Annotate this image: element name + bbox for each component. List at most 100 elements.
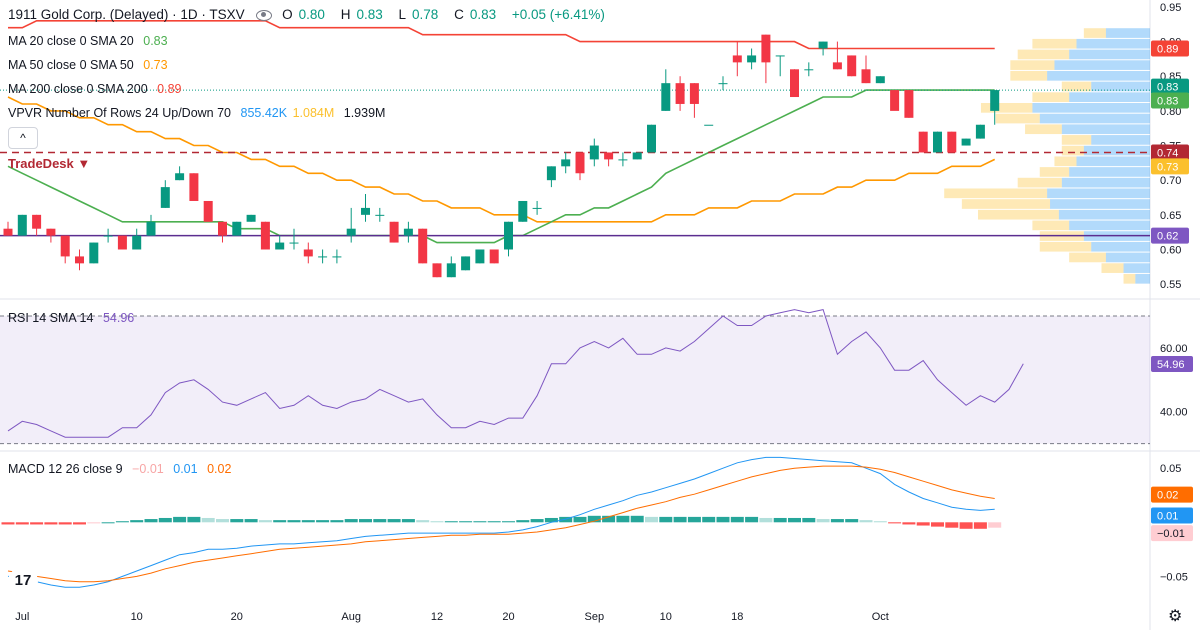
settings-gear-icon[interactable]: ⚙ bbox=[1168, 608, 1183, 625]
vpvr-up-bar bbox=[1076, 156, 1150, 167]
price-axis-tick: 0.80 bbox=[1160, 106, 1181, 118]
vpvr-up-volume: 855.42K bbox=[240, 106, 288, 120]
candle-body bbox=[432, 263, 442, 278]
candle-body bbox=[117, 235, 127, 250]
ma200-label: MA 200 close 0 SMA 200 bbox=[8, 82, 148, 96]
macd-histogram-bar bbox=[888, 522, 902, 524]
macd-histogram-bar bbox=[244, 519, 258, 523]
macd-histogram-bar bbox=[473, 521, 487, 523]
candle-body bbox=[332, 256, 342, 258]
rsi-legend[interactable]: RSI 14 SMA 14 54.96 bbox=[8, 310, 140, 326]
macd-histogram-bar bbox=[759, 517, 773, 523]
tradedesk-label[interactable]: TradeDesk ▼ bbox=[8, 156, 90, 171]
eye-icon[interactable] bbox=[256, 9, 273, 21]
candle-body bbox=[575, 152, 585, 174]
price-axis-badge bbox=[1151, 92, 1189, 109]
macd-legend[interactable]: MACD 12 26 close 9 −0.01 0.01 0.02 bbox=[8, 461, 237, 477]
candle-body bbox=[89, 242, 99, 264]
rsi-value: 54.96 bbox=[102, 311, 135, 325]
ma50-line bbox=[7, 96, 996, 223]
candle-body bbox=[375, 214, 385, 216]
macd-histogram-bar bbox=[44, 522, 58, 525]
ma200-legend[interactable]: MA 200 close 0 SMA 200 0.89 bbox=[8, 81, 188, 97]
macd-histogram-bar bbox=[687, 516, 701, 523]
macd-histogram-bar bbox=[873, 521, 887, 523]
candle-body bbox=[475, 249, 485, 264]
macd-histogram-bar bbox=[830, 519, 844, 523]
macd-histogram-bar bbox=[788, 517, 801, 523]
macd-histogram-bar bbox=[959, 522, 973, 529]
vpvr-up-bar bbox=[1061, 177, 1150, 188]
time-axis-label: 10 bbox=[660, 611, 672, 623]
macd-histogram-bar bbox=[745, 516, 759, 523]
vpvr-up-bar bbox=[1069, 92, 1150, 103]
tradingview-logo-icon[interactable]: 17 bbox=[8, 567, 38, 595]
candle-body bbox=[17, 214, 27, 236]
macd-histogram-bar bbox=[273, 520, 287, 523]
ma20-legend[interactable]: MA 20 close 0 SMA 20 0.83 bbox=[8, 33, 174, 49]
macd-line bbox=[8, 456, 995, 588]
candle-body bbox=[618, 159, 628, 161]
ma50-value: 0.73 bbox=[143, 58, 168, 72]
candle-body bbox=[489, 249, 499, 264]
vpvr-up-bar bbox=[1061, 124, 1150, 135]
macd-histogram-bar bbox=[988, 522, 1002, 528]
candle-body bbox=[403, 228, 413, 236]
price-axis-tick: 0.65 bbox=[1160, 210, 1181, 222]
vpvr-down-bar bbox=[1061, 81, 1092, 92]
time-axis-label: Jul bbox=[15, 611, 29, 623]
macd-histogram-bar bbox=[15, 522, 29, 525]
candle-body bbox=[747, 55, 757, 63]
vpvr-up-bar bbox=[1123, 263, 1150, 273]
candle-body bbox=[361, 207, 370, 215]
vpvr-down-bar bbox=[1083, 28, 1106, 38]
price-axis-badge-label: 0.73 bbox=[1157, 161, 1178, 173]
price-axis-badge bbox=[1151, 144, 1189, 161]
collapse-legend-button[interactable]: ^ bbox=[8, 127, 38, 149]
vpvr-down-bar bbox=[1054, 156, 1077, 167]
macd-histogram-bar bbox=[101, 522, 115, 524]
candle-body bbox=[504, 221, 513, 250]
candle-body bbox=[232, 221, 242, 236]
macd-histogram-bar bbox=[173, 516, 187, 523]
price-axis-badge bbox=[1151, 227, 1189, 244]
macd-histogram-bar bbox=[659, 516, 673, 523]
candle-body bbox=[60, 235, 70, 257]
vpvr-up-bar bbox=[1054, 60, 1150, 70]
candle-body bbox=[3, 228, 13, 236]
time-axis-label: 18 bbox=[731, 611, 743, 623]
macd-axis-badge-label: −0.01 bbox=[1157, 528, 1185, 540]
candle-body bbox=[546, 166, 556, 181]
vpvr-up-bar bbox=[1076, 38, 1150, 49]
macd-histogram-bar bbox=[702, 516, 716, 523]
vpvr-up-bar bbox=[1069, 49, 1150, 60]
macd-histogram-bar bbox=[530, 519, 544, 523]
vpvr-up-bar bbox=[1047, 188, 1150, 199]
ma50-legend[interactable]: MA 50 close 0 SMA 50 0.73 bbox=[8, 57, 174, 73]
macd-histogram-bar bbox=[502, 521, 515, 523]
candle-body bbox=[461, 256, 471, 271]
macd-histogram-bar bbox=[573, 516, 587, 523]
vpvr-up-bar bbox=[1039, 113, 1150, 124]
candle-body bbox=[975, 124, 985, 139]
macd-histogram-bar bbox=[916, 522, 930, 526]
price-axis-badge-label: 0.83 bbox=[1157, 82, 1178, 94]
candle-body bbox=[947, 131, 957, 153]
vpvr-legend[interactable]: VPVR Number Of Rows 24 Up/Down 70 855.42… bbox=[8, 105, 391, 121]
macd-histogram-bar bbox=[673, 516, 687, 523]
rsi-label: RSI 14 SMA 14 bbox=[8, 311, 94, 325]
candle-body bbox=[218, 221, 227, 236]
time-axis-label: Sep bbox=[585, 611, 605, 623]
ohlc-high: H 0.83 bbox=[340, 7, 383, 22]
vpvr-down-bar bbox=[1039, 241, 1092, 252]
macd-histogram-bar bbox=[487, 521, 501, 523]
vpvr-down-bar bbox=[1032, 92, 1070, 103]
macd-histogram-bar bbox=[144, 519, 158, 523]
vpvr-up-bar bbox=[1047, 70, 1150, 81]
macd-histogram-bar bbox=[287, 520, 301, 523]
macd-histogram-bar bbox=[716, 516, 730, 523]
macd-histogram-bar bbox=[430, 521, 444, 523]
time-axis-label: Aug bbox=[341, 611, 361, 623]
